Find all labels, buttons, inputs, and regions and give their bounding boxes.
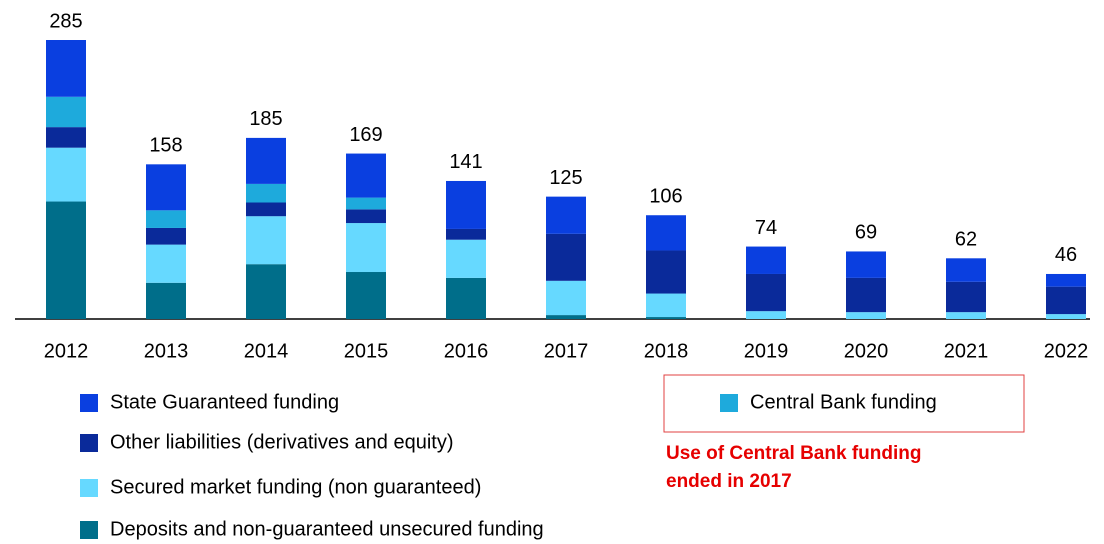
legend-label: Other liabilities (derivatives and equit…	[110, 431, 454, 453]
bar-segment	[146, 210, 186, 228]
legend-swatch	[80, 521, 98, 539]
bar-segment	[246, 183, 286, 203]
x-tick-label: 2021	[944, 340, 989, 362]
bar-segment	[146, 282, 186, 319]
legend-label: Central Bank funding	[750, 391, 937, 413]
bar-segment	[546, 315, 586, 319]
annotation: Use of Central Bank funding	[666, 443, 921, 464]
bar-segment	[46, 147, 86, 202]
bar-segment	[946, 281, 986, 313]
bar-segment	[46, 127, 86, 148]
x-tick-label: 2019	[744, 340, 789, 362]
bar-segment	[146, 164, 186, 211]
annotation: ended in 2017	[666, 471, 792, 492]
total-label: 74	[755, 217, 777, 239]
bar-segment	[746, 246, 786, 274]
x-tick-label: 2012	[44, 340, 89, 362]
bar-segment	[246, 137, 286, 184]
bar-segment	[846, 312, 886, 319]
total-label: 46	[1055, 244, 1077, 266]
x-tick-label: 2014	[244, 340, 289, 362]
x-tick-label: 2020	[844, 340, 889, 362]
bar-segment	[46, 201, 86, 319]
bar-segment	[646, 215, 686, 251]
bar-segment	[546, 196, 586, 234]
x-tick-label: 2015	[344, 340, 389, 362]
x-tick-label: 2022	[1044, 340, 1089, 362]
bar-segment	[646, 250, 686, 294]
total-label: 169	[349, 124, 382, 146]
total-label: 185	[249, 108, 282, 130]
legend-label: Deposits and non-guaranteed unsecured fu…	[110, 518, 544, 540]
bar-segment	[446, 277, 486, 319]
bar-segment	[846, 277, 886, 313]
bar-segment	[546, 280, 586, 316]
x-tick-label: 2017	[544, 340, 589, 362]
legend-box	[663, 374, 1025, 433]
legend-swatch	[80, 434, 98, 452]
legend-label: State Guaranteed funding	[110, 391, 339, 413]
bar-segment	[546, 233, 586, 281]
x-tick-label: 2013	[144, 340, 189, 362]
bar-segment	[446, 228, 486, 240]
bar-segment	[1046, 314, 1086, 319]
total-label: 125	[549, 167, 582, 189]
total-label: 141	[449, 151, 482, 173]
legend-swatch	[80, 479, 98, 497]
bar-segment	[346, 272, 386, 319]
x-tick-label: 2018	[644, 340, 689, 362]
bar-segment	[646, 317, 686, 319]
bar-segment	[246, 264, 286, 319]
legend-swatch	[80, 394, 98, 412]
bar-segment	[1046, 286, 1086, 315]
bar-segment	[346, 153, 386, 198]
legend-swatch	[720, 394, 738, 412]
bar-segment	[1046, 273, 1086, 287]
bar-segment	[146, 244, 186, 283]
bar-segment	[246, 202, 286, 217]
bar-segment	[746, 311, 786, 319]
bar-segment	[46, 40, 86, 97]
bar-segment	[46, 96, 86, 128]
total-label: 106	[649, 186, 682, 208]
bar-segment	[946, 258, 986, 282]
bar-segment	[346, 209, 386, 224]
x-tick-label: 2016	[444, 340, 489, 362]
bar-segment	[746, 273, 786, 312]
legend-label: Secured market funding (non guaranteed)	[110, 476, 481, 498]
bar-segment	[146, 227, 186, 245]
bar-segment	[346, 197, 386, 210]
bar-segment	[846, 251, 886, 278]
bar-segment	[446, 180, 486, 229]
bar-segment	[946, 312, 986, 319]
total-label: 158	[149, 135, 182, 157]
bar-segment	[346, 223, 386, 273]
total-label: 69	[855, 222, 877, 244]
total-label: 62	[955, 229, 977, 251]
bar-segment	[246, 216, 286, 265]
total-label: 285	[49, 10, 82, 32]
bar-segment	[446, 239, 486, 278]
bar-segment	[646, 293, 686, 318]
